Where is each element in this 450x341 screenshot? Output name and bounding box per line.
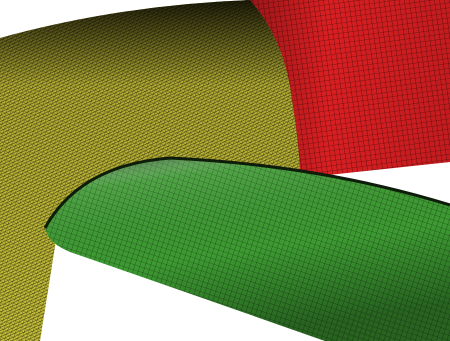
page <box>0 0 450 341</box>
mesh-render <box>0 0 450 341</box>
green-shading <box>45 158 450 341</box>
